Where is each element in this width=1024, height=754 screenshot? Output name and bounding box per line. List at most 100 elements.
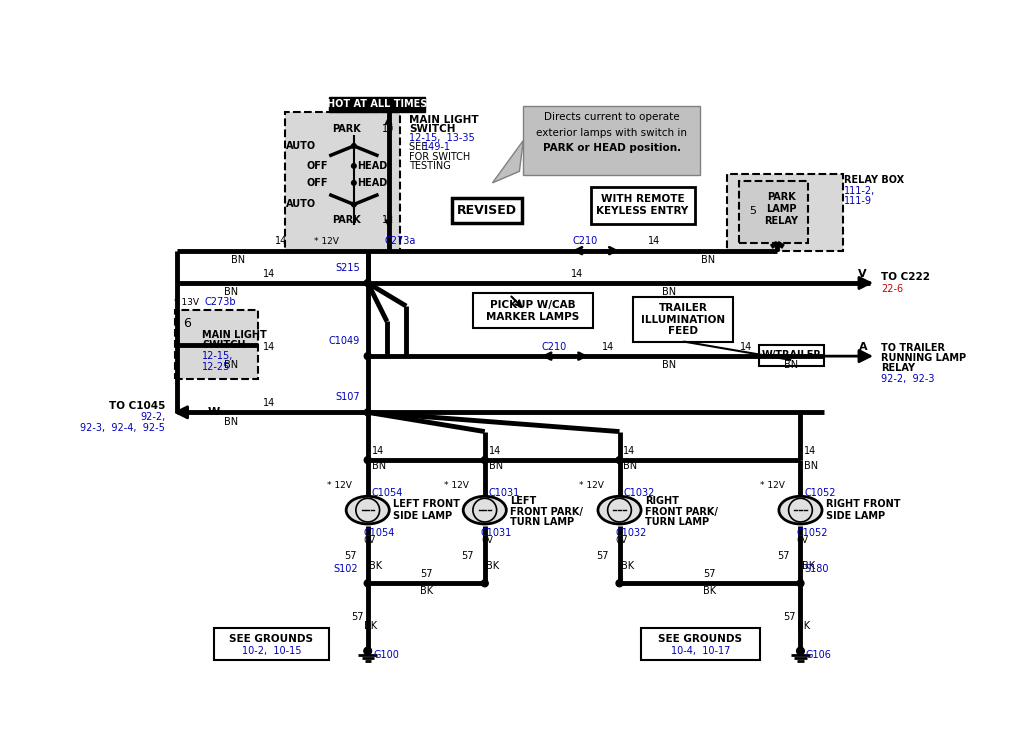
Text: SIDE LAMP: SIDE LAMP [393, 511, 453, 521]
Text: BN: BN [231, 255, 246, 265]
Text: BN: BN [223, 416, 238, 427]
Text: ILLUMINATION: ILLUMINATION [641, 315, 725, 325]
Circle shape [365, 580, 371, 587]
Bar [453, 198, 521, 223]
Text: PARK: PARK [332, 215, 360, 225]
Text: * 13V: * 13V [174, 298, 199, 307]
Text: S215: S215 [335, 262, 360, 273]
Circle shape [364, 647, 372, 655]
Text: SWITCH: SWITCH [410, 124, 456, 134]
Text: BN: BN [372, 461, 386, 471]
Text: C1032: C1032 [615, 529, 647, 538]
Ellipse shape [598, 496, 641, 524]
Text: C1052: C1052 [804, 488, 836, 498]
Text: TO TRAILER: TO TRAILER [882, 343, 945, 354]
Text: 12: 12 [382, 215, 394, 225]
Circle shape [797, 580, 804, 587]
Text: TO C1045: TO C1045 [109, 401, 165, 411]
Text: 92-2,: 92-2, [140, 412, 165, 422]
Bar [330, 97, 425, 112]
Text: 57: 57 [783, 612, 796, 622]
Text: C1052: C1052 [797, 529, 828, 538]
Circle shape [481, 580, 488, 587]
Circle shape [351, 180, 356, 185]
Text: C210: C210 [542, 342, 566, 352]
Text: SEE: SEE [410, 143, 431, 152]
Text: 14: 14 [740, 342, 753, 352]
Text: KEYLESS ENTRY: KEYLESS ENTRY [597, 207, 689, 216]
Text: LEFT FRONT: LEFT FRONT [393, 499, 460, 509]
Text: 92-2,  92-3: 92-2, 92-3 [882, 374, 935, 385]
Text: 57: 57 [703, 569, 716, 579]
Text: TRAILER: TRAILER [659, 303, 708, 314]
Text: 111-9: 111-9 [845, 196, 872, 207]
Text: C1032: C1032 [624, 488, 654, 498]
Text: MAIN LIGHT: MAIN LIGHT [202, 329, 267, 339]
Text: FRONT PARK/: FRONT PARK/ [510, 507, 583, 516]
Text: 57: 57 [596, 551, 608, 561]
Circle shape [481, 457, 488, 464]
Text: AUTO: AUTO [287, 141, 316, 151]
Text: FOR SWITCH: FOR SWITCH [410, 152, 471, 161]
Circle shape [365, 353, 371, 360]
Text: S107: S107 [336, 392, 360, 402]
Circle shape [365, 280, 371, 287]
Text: W: W [208, 407, 220, 418]
Text: BN: BN [784, 360, 799, 370]
Text: 12-25: 12-25 [202, 362, 230, 372]
Bar [739, 182, 808, 243]
Circle shape [351, 164, 356, 168]
Ellipse shape [779, 496, 822, 524]
Text: 14: 14 [602, 342, 614, 352]
Bar [214, 628, 330, 661]
Bar [634, 297, 733, 342]
Text: BN: BN [223, 360, 238, 370]
Text: S102: S102 [334, 565, 358, 575]
Text: BK: BK [802, 561, 815, 572]
Text: C273a: C273a [385, 237, 416, 247]
Text: HEAD: HEAD [357, 161, 387, 171]
Text: G106: G106 [806, 650, 831, 660]
Text: BK: BK [420, 586, 433, 596]
Text: A: A [859, 342, 868, 352]
Text: 14: 14 [571, 268, 584, 279]
Bar [523, 106, 700, 175]
Text: 12-15,  13-35: 12-15, 13-35 [410, 133, 475, 143]
Text: RIGHT FRONT: RIGHT FRONT [826, 499, 900, 509]
Text: BK: BK [370, 561, 382, 572]
Text: 22-6: 22-6 [882, 284, 903, 294]
Text: TO C222: TO C222 [882, 272, 931, 282]
Circle shape [351, 202, 356, 207]
Text: BK: BK [797, 621, 810, 631]
Text: WITH REMOTE: WITH REMOTE [601, 194, 684, 204]
Ellipse shape [463, 496, 506, 524]
Text: SIDE LAMP: SIDE LAMP [826, 511, 885, 521]
Text: HEAD: HEAD [357, 178, 387, 188]
Text: exterior lamps with switch in: exterior lamps with switch in [537, 128, 687, 138]
Text: C273b: C273b [205, 297, 237, 307]
Text: 0V: 0V [481, 536, 493, 545]
Text: HOT AT ALL TIMES: HOT AT ALL TIMES [327, 100, 427, 109]
Circle shape [365, 409, 371, 415]
Bar [591, 187, 695, 224]
Text: MARKER LAMPS: MARKER LAMPS [485, 312, 580, 322]
Text: * 12V: * 12V [313, 237, 339, 246]
Text: PARK: PARK [332, 124, 360, 134]
Text: 14: 14 [263, 342, 275, 352]
Bar [285, 112, 400, 250]
Text: TURN LAMP: TURN LAMP [510, 517, 574, 528]
Bar [175, 310, 258, 379]
Text: G100: G100 [373, 650, 399, 660]
Text: SWITCH: SWITCH [202, 340, 246, 351]
Text: 14: 14 [488, 446, 501, 456]
Text: PARK or HEAD position.: PARK or HEAD position. [543, 143, 681, 153]
Text: FEED: FEED [669, 326, 698, 336]
Text: SEE GROUNDS: SEE GROUNDS [229, 633, 313, 644]
Bar [759, 345, 824, 366]
Text: 57: 57 [420, 569, 432, 579]
Text: 14: 14 [804, 446, 816, 456]
Text: RIGHT: RIGHT [645, 496, 679, 506]
Text: 14: 14 [274, 237, 287, 247]
Text: C210: C210 [572, 237, 597, 247]
Text: 0V: 0V [615, 536, 628, 545]
